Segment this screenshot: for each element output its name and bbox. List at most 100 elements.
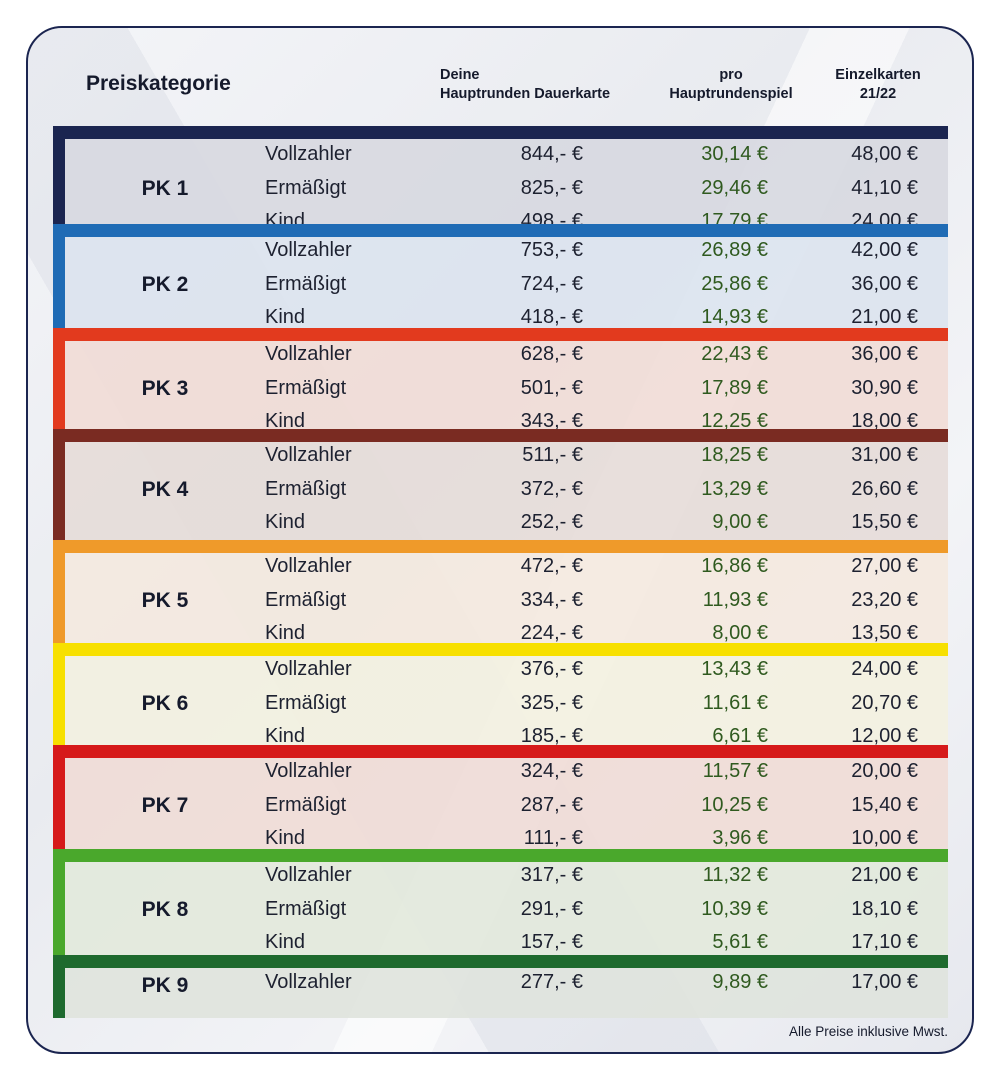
ticket-type-label: Kind (265, 827, 306, 849)
price-row: Ermäßigt 501,- € 17,89 € 30,90 € (53, 373, 948, 406)
category-color-stripe (53, 440, 65, 551)
price-row: Kind 157,- € 5,61 € 17,10 € (53, 927, 948, 960)
price-row: Kind 418,- € 14,93 € 21,00 € (53, 302, 948, 335)
single-ticket-price: 48,00 € (851, 143, 918, 165)
ticket-type-label: Vollzahler (265, 971, 352, 993)
category-color-band (53, 328, 948, 341)
price-row: Kind 252,- € 9,00 € 15,50 € (53, 507, 948, 540)
col-header-einzel-line1: Einzelkarten (835, 67, 921, 83)
ticket-type-label: Kind (265, 511, 306, 533)
dauerkarte-price: 224,- € (520, 622, 583, 644)
single-ticket-price: 10,00 € (851, 827, 918, 849)
category-color-stripe (53, 860, 65, 968)
dauerkarte-price: 252,- € (520, 511, 583, 533)
category-background (65, 756, 948, 862)
price-row: Ermäßigt 825,- € 29,46 € 41,10 € (53, 173, 948, 206)
dauerkarte-price: 724,- € (520, 273, 583, 295)
dauerkarte-price: 157,- € (520, 931, 583, 953)
price-per-game: 18,25 € (701, 444, 768, 466)
col-header-dauerkarte-line1: Deine (440, 67, 480, 83)
single-ticket-price: 15,40 € (851, 794, 918, 816)
single-ticket-price: 20,70 € (851, 692, 918, 714)
category-background (65, 551, 948, 656)
single-ticket-price: 20,00 € (851, 760, 918, 782)
price-category-9: PK 9 Vollzahler 277,- € 9,89 € 17,00 € (53, 955, 948, 1018)
dauerkarte-price: 372,- € (520, 478, 583, 500)
ticket-type-label: Ermäßigt (265, 273, 347, 295)
ticket-type-label: Vollzahler (265, 658, 352, 680)
dauerkarte-price: 185,- € (520, 725, 583, 747)
price-row: Ermäßigt 291,- € 10,39 € 18,10 € (53, 894, 948, 927)
price-row: Ermäßigt 334,- € 11,93 € 23,20 € (53, 585, 948, 618)
ticket-type-label: Ermäßigt (265, 794, 347, 816)
category-color-band (53, 955, 948, 968)
category-background (65, 860, 948, 968)
price-per-game: 12,25 € (701, 410, 768, 432)
price-row: Vollzahler 324,- € 11,57 € 20,00 € (53, 756, 948, 789)
ticket-type-label: Vollzahler (265, 555, 352, 577)
ticket-type-label: Ermäßigt (265, 898, 347, 920)
price-row: Kind 224,- € 8,00 € 13,50 € (53, 618, 948, 651)
price-per-game: 30,14 € (701, 143, 768, 165)
dauerkarte-price: 334,- € (520, 589, 583, 611)
single-ticket-price: 27,00 € (851, 555, 918, 577)
dauerkarte-price: 325,- € (520, 692, 583, 714)
price-row: Vollzahler 753,- € 26,89 € 42,00 € (53, 235, 948, 268)
category-background (65, 654, 948, 758)
single-ticket-price: 36,00 € (851, 343, 918, 365)
col-header-einzelkarten: Einzelkarten 21/22 (818, 66, 938, 104)
price-category-3: PK 3 Vollzahler 628,- € 22,43 € 36,00 € Ermäß… (53, 328, 948, 442)
price-per-game: 22,43 € (701, 343, 768, 365)
price-row: Ermäßigt 287,- € 10,25 € 15,40 € (53, 790, 948, 823)
ticket-type-label: Vollzahler (265, 760, 352, 782)
price-row: Vollzahler 317,- € 11,32 € 21,00 € (53, 860, 948, 893)
price-per-game: 29,46 € (701, 177, 768, 199)
ticket-type-label: Vollzahler (265, 444, 352, 466)
dauerkarte-price: 511,- € (522, 444, 583, 466)
dauerkarte-price: 287,- € (520, 794, 583, 816)
category-color-band (53, 429, 948, 442)
category-color-stripe (53, 235, 65, 339)
price-per-game: 13,29 € (701, 478, 768, 500)
table-top-bar (53, 126, 948, 139)
ticket-type-label: Kind (265, 725, 306, 747)
dauerkarte-price: 628,- € (520, 343, 583, 365)
col-header-pro-spiel: pro Hauptrundenspiel (660, 66, 802, 104)
price-category-8: PK 8 Vollzahler 317,- € 11,32 € 21,00 € Ermäß… (53, 849, 948, 968)
col-header-einzel-line2: 21/22 (859, 86, 897, 102)
dauerkarte-price: 324,- € (520, 760, 583, 782)
footnote: Alle Preise inklusive Mwst. (788, 1024, 948, 1039)
col-header-dauerkarte-line2: Hauptrunden Dauerkarte (440, 86, 611, 102)
single-ticket-price: 41,10 € (851, 177, 918, 199)
price-per-game: 11,57 € (702, 760, 768, 782)
category-background (65, 440, 948, 551)
category-color-band (53, 224, 948, 237)
price-per-game: 8,00 € (712, 622, 768, 644)
category-color-band (53, 540, 948, 553)
price-row: Vollzahler 628,- € 22,43 € 36,00 € (53, 339, 948, 372)
price-row: Kind 185,- € 6,61 € 12,00 € (53, 721, 948, 754)
single-ticket-price: 21,00 € (851, 306, 918, 328)
ticket-type-label: Vollzahler (265, 864, 352, 886)
dauerkarte-price: 418,- € (520, 306, 583, 328)
price-per-game: 11,61 € (702, 692, 768, 714)
single-ticket-price: 17,10 € (851, 931, 918, 953)
category-color-stripe (53, 654, 65, 758)
price-row: Ermäßigt 372,- € 13,29 € 26,60 € (53, 474, 948, 507)
dauerkarte-price: 472,- € (520, 555, 583, 577)
category-name: PK 1 (141, 177, 189, 200)
ticket-type-label: Kind (265, 306, 306, 328)
price-row: Vollzahler 277,- € 9,89 € 17,00 € (53, 967, 948, 1000)
dauerkarte-price: 501,- € (520, 377, 583, 399)
ticket-type-label: Vollzahler (265, 343, 352, 365)
category-color-stripe (53, 966, 65, 1018)
single-ticket-price: 24,00 € (851, 658, 918, 680)
price-row: Ermäßigt 325,- € 11,61 € 20,70 € (53, 688, 948, 721)
ticket-type-label: Kind (265, 622, 306, 644)
single-ticket-price: 23,20 € (851, 589, 918, 611)
category-name: PK 6 (141, 692, 189, 715)
col-header-pro-line2: Hauptrundenspiel (669, 86, 793, 102)
category-color-stripe (53, 339, 65, 442)
price-per-game: 17,89 € (701, 377, 768, 399)
ticket-type-label: Ermäßigt (265, 377, 347, 399)
